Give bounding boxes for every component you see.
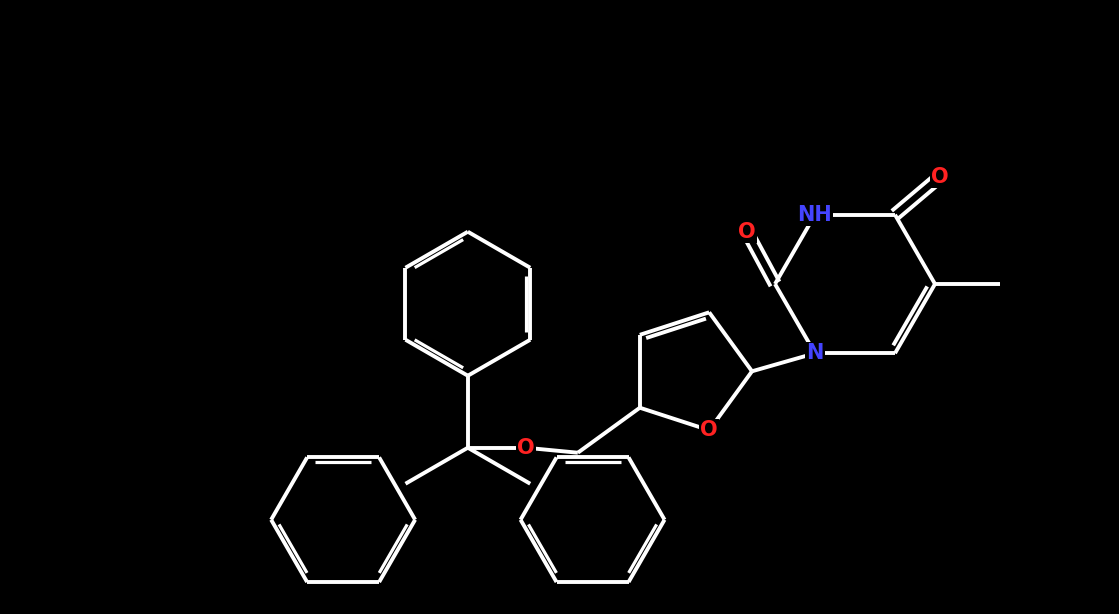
Text: O: O	[517, 438, 535, 457]
Text: O: O	[931, 167, 949, 187]
Text: O: O	[700, 420, 718, 440]
Text: O: O	[739, 222, 755, 242]
Text: N: N	[807, 343, 824, 363]
Text: NH: NH	[798, 204, 833, 225]
